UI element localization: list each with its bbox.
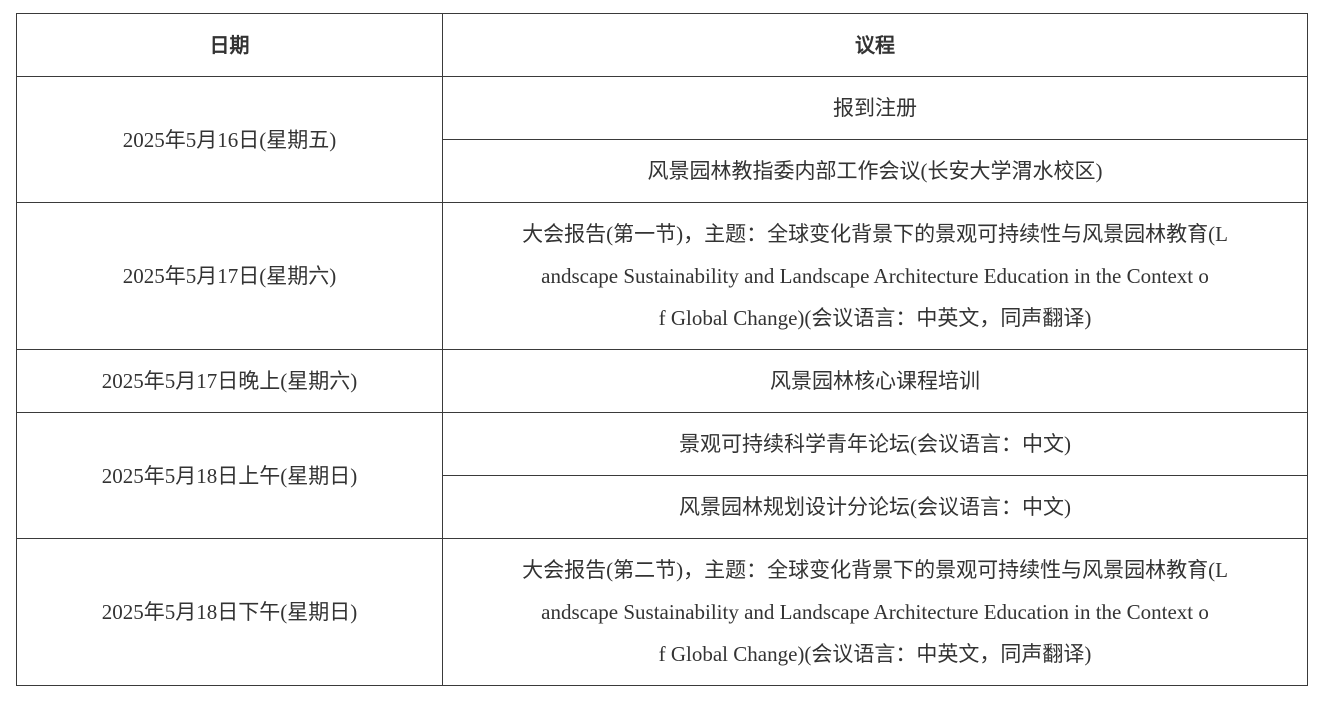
table-row: 2025年5月17日晚上(星期六) 风景园林核心课程培训 bbox=[16, 349, 1308, 413]
agenda-line: 风景园林教指委内部工作会议(长安大学渭水校区) bbox=[647, 159, 1103, 183]
table-row: 风景园林教指委内部工作会议(长安大学渭水校区) bbox=[17, 139, 1308, 203]
header-agenda: 议程 bbox=[442, 13, 1308, 77]
agenda-line: 报到注册 bbox=[833, 96, 917, 120]
agenda-line: 风景园林核心课程培训 bbox=[770, 369, 980, 393]
agenda-cell: 景观可持续科学青年论坛(会议语言：中文) bbox=[442, 412, 1308, 476]
table-row: 2025年5月18日下午(星期日) 大会报告(第二节)，主题：全球变化背景下的景观… bbox=[16, 538, 1308, 686]
agenda-cell: 大会报告(第一节)，主题：全球变化背景下的景观可持续性与风景园林教育(L ands… bbox=[442, 202, 1308, 350]
agenda-line: andscape Sustainability and Landscape Ar… bbox=[541, 264, 1209, 288]
table-row: 2025年5月17日(星期六) 大会报告(第一节)，主题：全球变化背景下的景观可持… bbox=[16, 202, 1308, 350]
agenda-line: 大会报告(第二节)，主题：全球变化背景下的景观可持续性与风景园林教育(L bbox=[522, 558, 1228, 582]
agenda-cell: 风景园林规划设计分论坛(会议语言：中文) bbox=[442, 475, 1308, 539]
agenda-line: 景观可持续科学青年论坛(会议语言：中文) bbox=[679, 432, 1071, 456]
agenda-line: 大会报告(第一节)，主题：全球变化背景下的景观可持续性与风景园林教育(L bbox=[522, 222, 1228, 246]
date-cell: 2025年5月18日上午(星期日) bbox=[16, 412, 443, 539]
agenda-line: f Global Change)(会议语言：中英文，同声翻译) bbox=[658, 306, 1092, 330]
agenda-cell: 大会报告(第二节)，主题：全球变化背景下的景观可持续性与风景园林教育(L ands… bbox=[442, 538, 1308, 686]
table-row: 2025年5月18日上午(星期日) 景观可持续科学青年论坛(会议语言：中文) bbox=[16, 412, 1308, 539]
agenda-cell: 风景园林核心课程培训 bbox=[442, 349, 1308, 413]
agenda-cell: 风景园林教指委内部工作会议(长安大学渭水校区) bbox=[442, 139, 1308, 203]
agenda-cell: 报到注册 bbox=[442, 76, 1308, 140]
agenda-line: 风景园林规划设计分论坛(会议语言：中文) bbox=[679, 495, 1071, 519]
date-cell: 2025年5月17日(星期六) bbox=[16, 202, 443, 350]
table-row: 2025年5月16日(星期五) 报到注册 bbox=[16, 76, 1308, 203]
date-cell: 2025年5月16日(星期五) bbox=[16, 76, 443, 203]
header-row: 日期 议程 bbox=[16, 13, 1308, 77]
date-cell: 2025年5月18日下午(星期日) bbox=[16, 538, 443, 686]
agenda-line: andscape Sustainability and Landscape Ar… bbox=[541, 600, 1209, 624]
agenda-table: 日期 议程 2025年5月16日(星期五) 报到注册风景园林教指委内部工作会议(长… bbox=[16, 13, 1308, 686]
table-row: 风景园林规划设计分论坛(会议语言：中文) bbox=[17, 475, 1308, 539]
date-cell: 2025年5月17日晚上(星期六) bbox=[16, 349, 443, 413]
agenda-line: f Global Change)(会议语言：中英文，同声翻译) bbox=[658, 642, 1092, 666]
header-date: 日期 bbox=[16, 13, 443, 77]
